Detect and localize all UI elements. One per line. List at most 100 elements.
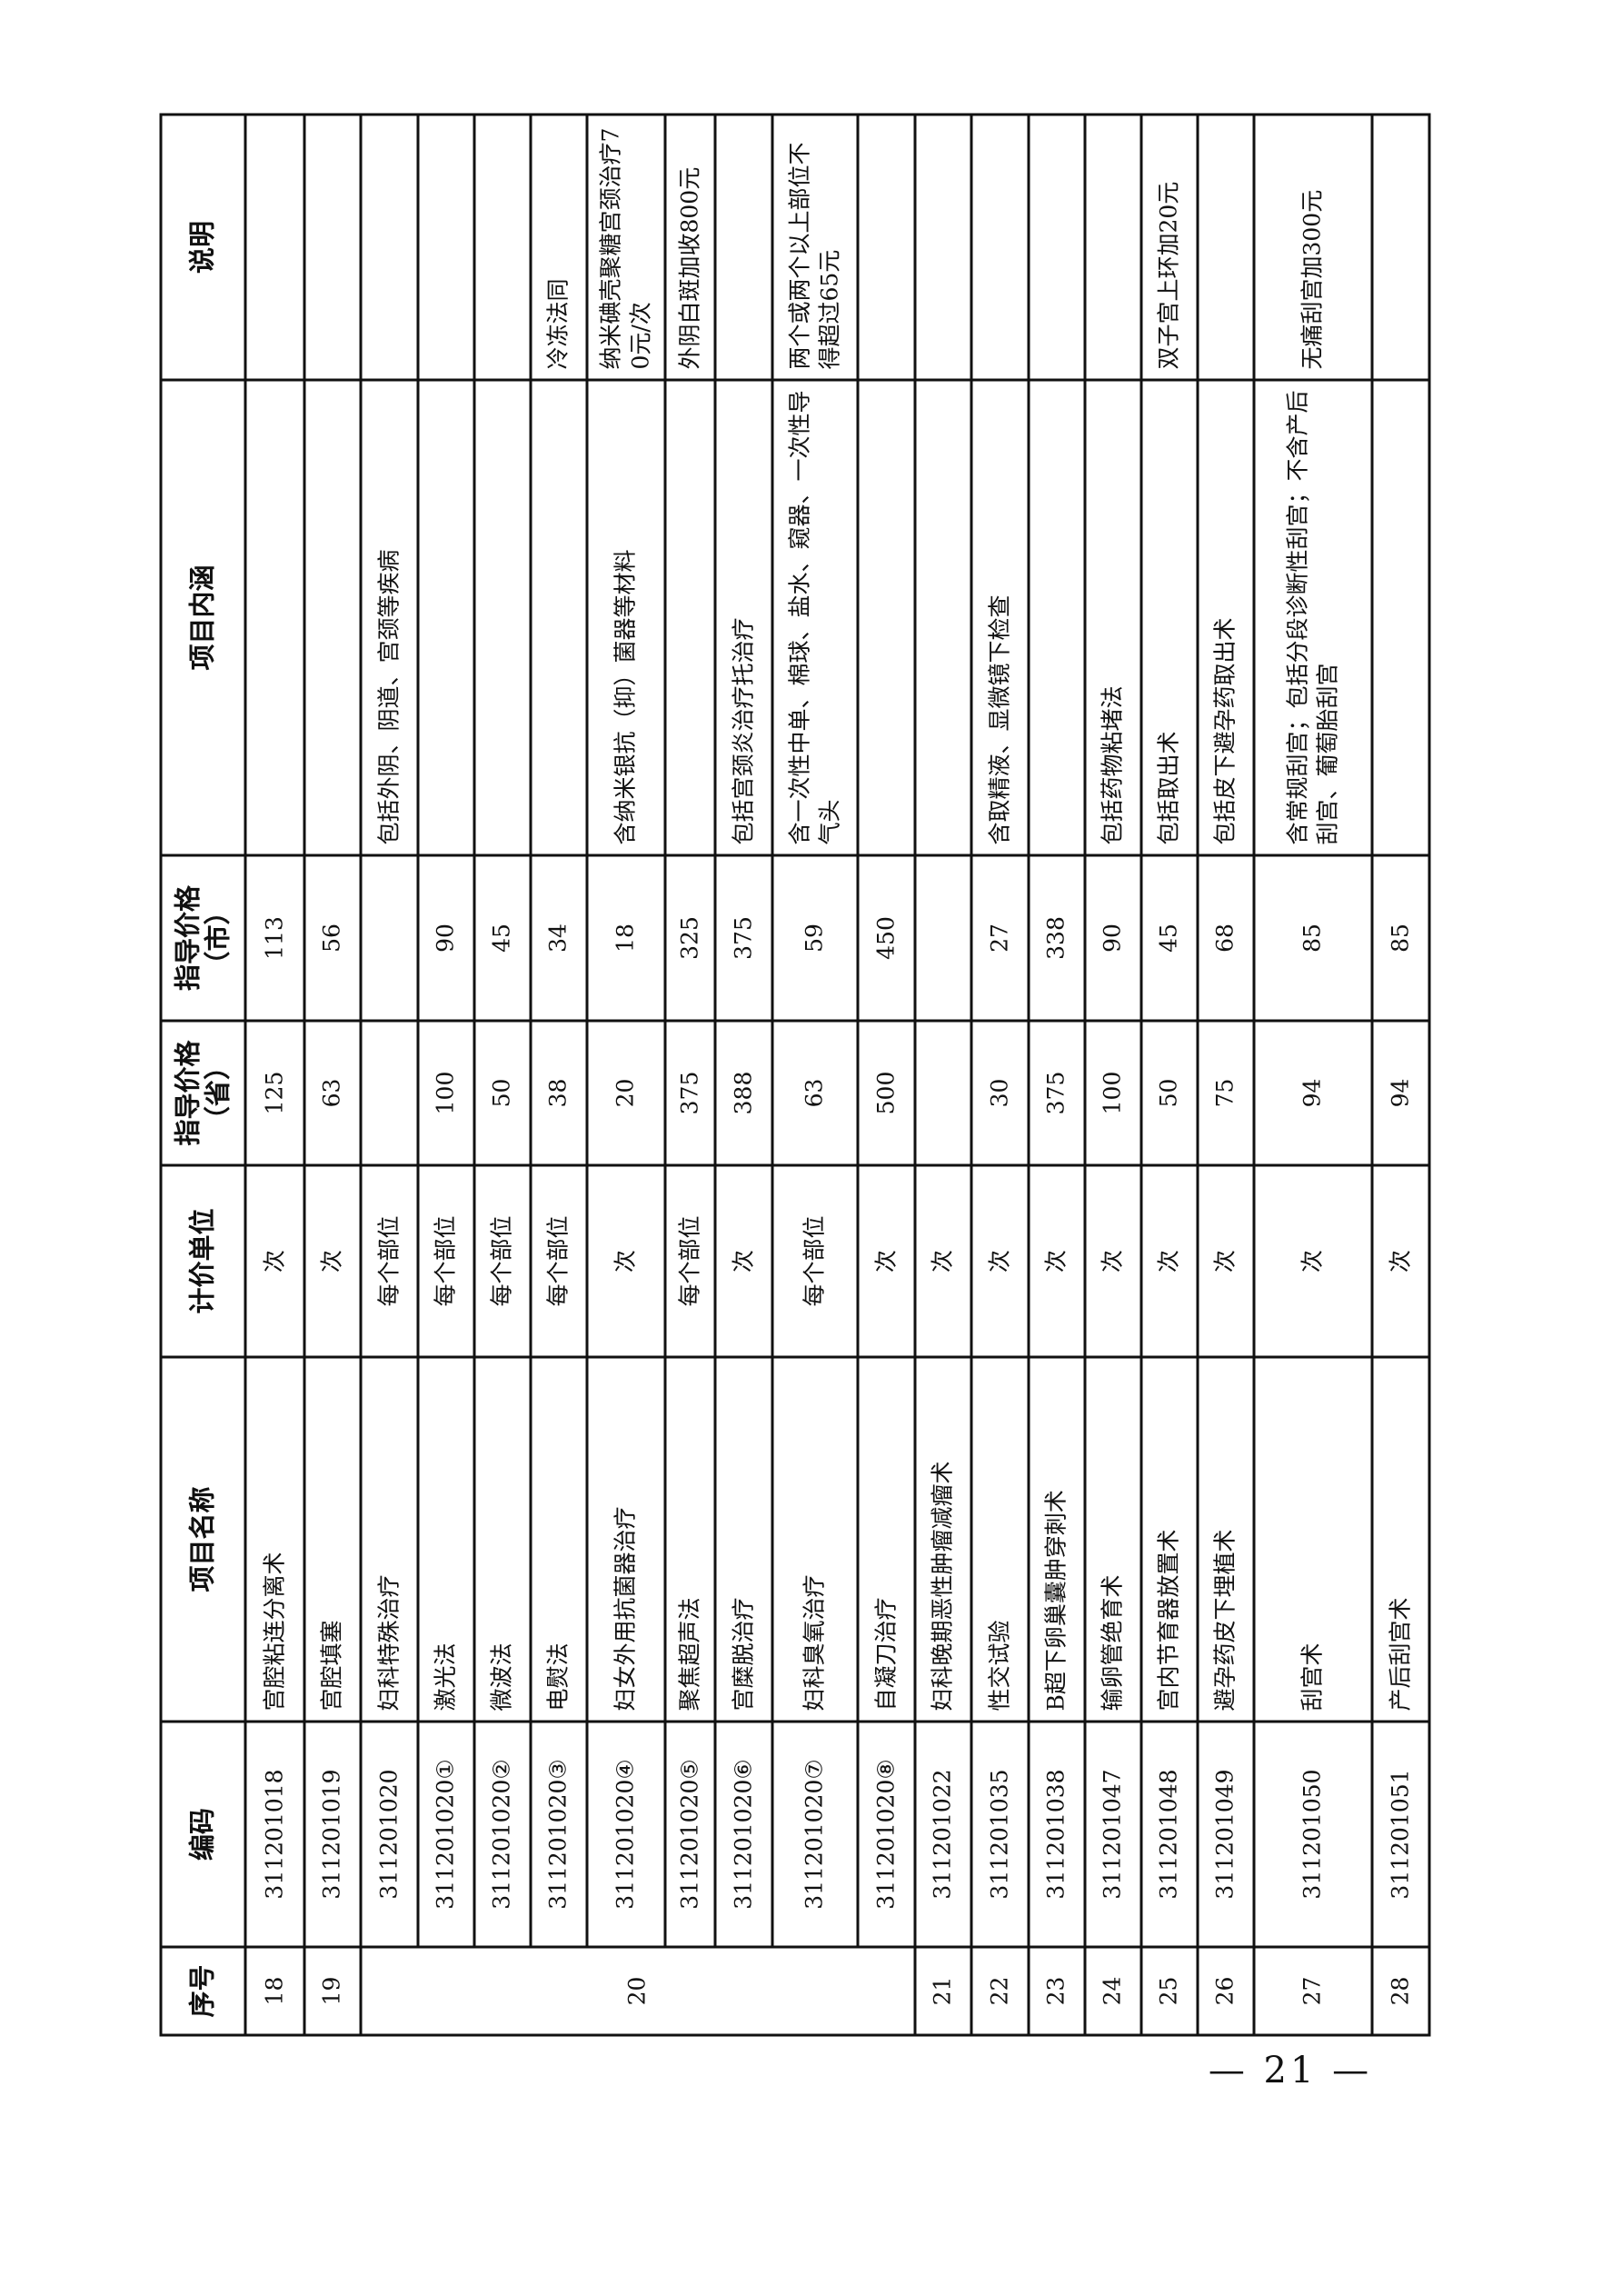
code-cell: 311201020⑤ bbox=[665, 1722, 715, 1947]
price-province-cell: 500 bbox=[858, 1021, 915, 1165]
unit-cell: 次 bbox=[1372, 1165, 1429, 1357]
code-cell: 311201049 bbox=[1198, 1722, 1254, 1947]
price-province-cell: 100 bbox=[418, 1021, 474, 1165]
no-cell: 25 bbox=[1141, 1947, 1198, 2035]
header-price-province: 指导价格（省） bbox=[161, 1021, 245, 1165]
content-cell: 包括宫颈炎治疗托治疗 bbox=[715, 380, 772, 855]
unit-cell: 次 bbox=[715, 1165, 772, 1357]
name-cell: 性交试验 bbox=[971, 1357, 1029, 1722]
note-cell bbox=[1085, 115, 1141, 380]
unit-cell: 次 bbox=[971, 1165, 1029, 1357]
content-cell bbox=[665, 380, 715, 855]
no-cell: 27 bbox=[1254, 1947, 1372, 2035]
name-cell: 产后刮宫术 bbox=[1372, 1357, 1429, 1722]
unit-cell: 次 bbox=[1141, 1165, 1198, 1357]
price-city-cell: 85 bbox=[1372, 855, 1429, 1021]
price-city-cell bbox=[915, 855, 971, 1021]
no-cell: 23 bbox=[1029, 1947, 1085, 2035]
price-province-cell: 100 bbox=[1085, 1021, 1141, 1165]
price-province-cell: 75 bbox=[1198, 1021, 1254, 1165]
unit-cell: 次 bbox=[858, 1165, 915, 1357]
header-name: 项目名称 bbox=[161, 1357, 245, 1722]
note-cell bbox=[715, 115, 772, 380]
content-cell bbox=[418, 380, 474, 855]
table-row: 24 311201047 输卵管绝育术次 100 90 包括药物粘堵法 bbox=[1085, 115, 1141, 2035]
price-city-cell: 56 bbox=[304, 855, 361, 1021]
no-cell: 21 bbox=[915, 1947, 971, 2035]
name-cell: 妇科特殊治疗 bbox=[361, 1357, 418, 1722]
price-city-cell: 375 bbox=[715, 855, 772, 1021]
unit-cell: 次 bbox=[587, 1165, 665, 1357]
price-province-cell: 125 bbox=[245, 1021, 304, 1165]
content-cell: 含常规刮宫；包括分段诊断性刮宫；不含产后刮宫、葡萄胎刮宫 bbox=[1254, 380, 1372, 855]
no-cell: 20 bbox=[361, 1947, 915, 2035]
price-province-cell: 375 bbox=[665, 1021, 715, 1165]
code-cell: 311201050 bbox=[1254, 1722, 1372, 1947]
note-cell bbox=[245, 115, 304, 380]
name-cell: B超下卵巢囊肿穿刺术 bbox=[1029, 1357, 1085, 1722]
price-table-rotated: 序号 编码 项目名称 计价单位 指导价格（省） 指导价格（市） 项目内涵 说明 … bbox=[160, 115, 1429, 2037]
no-cell: 19 bbox=[304, 1947, 361, 2035]
name-cell: 输卵管绝育术 bbox=[1085, 1357, 1141, 1722]
name-cell: 宫糜脱治疗 bbox=[715, 1357, 772, 1722]
price-city-cell: 68 bbox=[1198, 855, 1254, 1021]
name-cell: 妇女外用抗菌器治疗 bbox=[587, 1357, 665, 1722]
note-cell bbox=[1198, 115, 1254, 380]
name-cell: 激光法 bbox=[418, 1357, 474, 1722]
price-city-cell: 325 bbox=[665, 855, 715, 1021]
name-cell: 宫腔粘连分离术 bbox=[245, 1357, 304, 1722]
code-cell: 311201020③ bbox=[531, 1722, 587, 1947]
header-price-city: 指导价格（市） bbox=[161, 855, 245, 1021]
price-province-cell: 30 bbox=[971, 1021, 1029, 1165]
unit-cell: 每个部位 bbox=[418, 1165, 474, 1357]
code-cell: 311201020⑧ bbox=[858, 1722, 915, 1947]
price-city-cell: 85 bbox=[1254, 855, 1372, 1021]
table-row: 20 311201020 妇科特殊治疗 每个部位 包括外阴、阴道、宫颈等疾病 bbox=[361, 115, 915, 2035]
unit-cell: 次 bbox=[304, 1165, 361, 1357]
code-cell: 311201022 bbox=[915, 1722, 971, 1947]
content-cell bbox=[915, 380, 971, 855]
no-cell: 28 bbox=[1372, 1947, 1429, 2035]
content-cell: 含纳米银抗（抑）菌器等材料 bbox=[587, 380, 665, 855]
no-cell: 22 bbox=[971, 1947, 1029, 2035]
code-cell: 311201019 bbox=[304, 1722, 361, 1947]
header-code: 编码 bbox=[161, 1722, 245, 1947]
table-row: 23 311201038 B超下卵巢囊肿穿刺术次 375 338 bbox=[1029, 115, 1085, 2035]
table-header-row: 序号 编码 项目名称 计价单位 指导价格（省） 指导价格（市） 项目内涵 说明 bbox=[161, 115, 245, 2035]
price-city-cell: 18 bbox=[587, 855, 665, 1021]
code-cell: 311201020① bbox=[418, 1722, 474, 1947]
price-province-cell bbox=[915, 1021, 971, 1165]
price-table: 序号 编码 项目名称 计价单位 指导价格（省） 指导价格（市） 项目内涵 说明 … bbox=[160, 114, 1431, 2037]
table-row: 311201020① 激光法 每个部位 100 90 bbox=[418, 115, 474, 2035]
content-cell: 含一次性中单、棉球、盐水、窥器、一次性导气头 bbox=[772, 380, 858, 855]
price-province-cell: 94 bbox=[1372, 1021, 1429, 1165]
code-cell: 311201020⑦ bbox=[772, 1722, 858, 1947]
note-cell bbox=[858, 115, 915, 380]
code-cell: 311201018 bbox=[245, 1722, 304, 1947]
price-province-cell: 38 bbox=[531, 1021, 587, 1165]
name-cell: 妇科晚期恶性肿瘤减瘤术 bbox=[915, 1357, 971, 1722]
price-city-cell: 338 bbox=[1029, 855, 1085, 1021]
table-row: 18 311201018 宫腔粘连分离术次 125 113 bbox=[245, 115, 304, 2035]
code-cell: 311201048 bbox=[1141, 1722, 1198, 1947]
unit-cell: 次 bbox=[245, 1165, 304, 1357]
content-cell bbox=[531, 380, 587, 855]
unit-cell: 次 bbox=[1198, 1165, 1254, 1357]
table-row: 311201020④ 妇女外用抗菌器治疗次 20 18 含纳米银抗（抑）菌器等材料 纳米碘… bbox=[587, 115, 665, 2035]
table-row: 311201020⑧ 自凝刀治疗次 500 450 bbox=[858, 115, 915, 2035]
content-cell bbox=[1372, 380, 1429, 855]
note-cell bbox=[1372, 115, 1429, 380]
code-cell: 311201020⑥ bbox=[715, 1722, 772, 1947]
price-province-cell bbox=[361, 1021, 418, 1165]
unit-cell: 每个部位 bbox=[361, 1165, 418, 1357]
note-cell: 纳米碘壳聚糖宫颈治疗70元/次 bbox=[587, 115, 665, 380]
price-city-cell bbox=[361, 855, 418, 1021]
price-province-cell: 50 bbox=[1141, 1021, 1198, 1165]
header-note: 说明 bbox=[161, 115, 245, 380]
unit-cell: 次 bbox=[1254, 1165, 1372, 1357]
note-cell bbox=[474, 115, 531, 380]
price-province-cell: 375 bbox=[1029, 1021, 1085, 1165]
unit-cell: 每个部位 bbox=[772, 1165, 858, 1357]
content-cell: 包括皮下避孕药取出术 bbox=[1198, 380, 1254, 855]
price-city-cell: 45 bbox=[1141, 855, 1198, 1021]
